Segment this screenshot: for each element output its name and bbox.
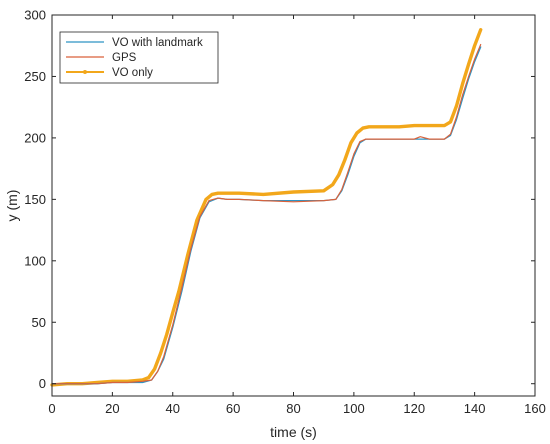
y-tick-label: 50 <box>32 315 46 330</box>
legend-marker <box>83 70 87 74</box>
y-tick-label: 0 <box>39 376 46 391</box>
x-tick-label: 160 <box>524 401 546 416</box>
x-tick-label: 0 <box>48 401 55 416</box>
legend-label: VO with landmark <box>112 37 203 49</box>
y-axis-label: y (m) <box>4 190 20 222</box>
series-line <box>50 28 483 387</box>
y-tick-label: 250 <box>24 69 46 84</box>
y-tick-label: 150 <box>24 192 46 207</box>
x-tick-label: 20 <box>105 401 119 416</box>
x-tick-label: 60 <box>226 401 240 416</box>
series-line <box>51 46 482 385</box>
legend-label: GPS <box>112 52 137 64</box>
axis-ticks: 0 20 40 60 80 100 120 140 160 0 50 100 150 200 250 300 <box>24 8 546 417</box>
x-tick-label: 80 <box>286 401 300 416</box>
series-line <box>51 43 482 385</box>
x-tick-label: 40 <box>166 401 180 416</box>
x-tick-label: 120 <box>403 401 425 416</box>
y-tick-label: 200 <box>24 130 46 145</box>
legend-label: VO only <box>112 67 153 79</box>
x-tick-label: 100 <box>343 401 365 416</box>
x-axis-label: time (s) <box>270 424 317 440</box>
y-tick-label: 300 <box>24 8 46 23</box>
x-tick-label: 140 <box>464 401 486 416</box>
legend: VO with landmark GPS VO only <box>59 31 219 84</box>
series-layer <box>50 28 483 387</box>
legend-items: VO with landmark GPS VO only <box>66 37 203 79</box>
y-tick-label: 100 <box>24 253 46 268</box>
